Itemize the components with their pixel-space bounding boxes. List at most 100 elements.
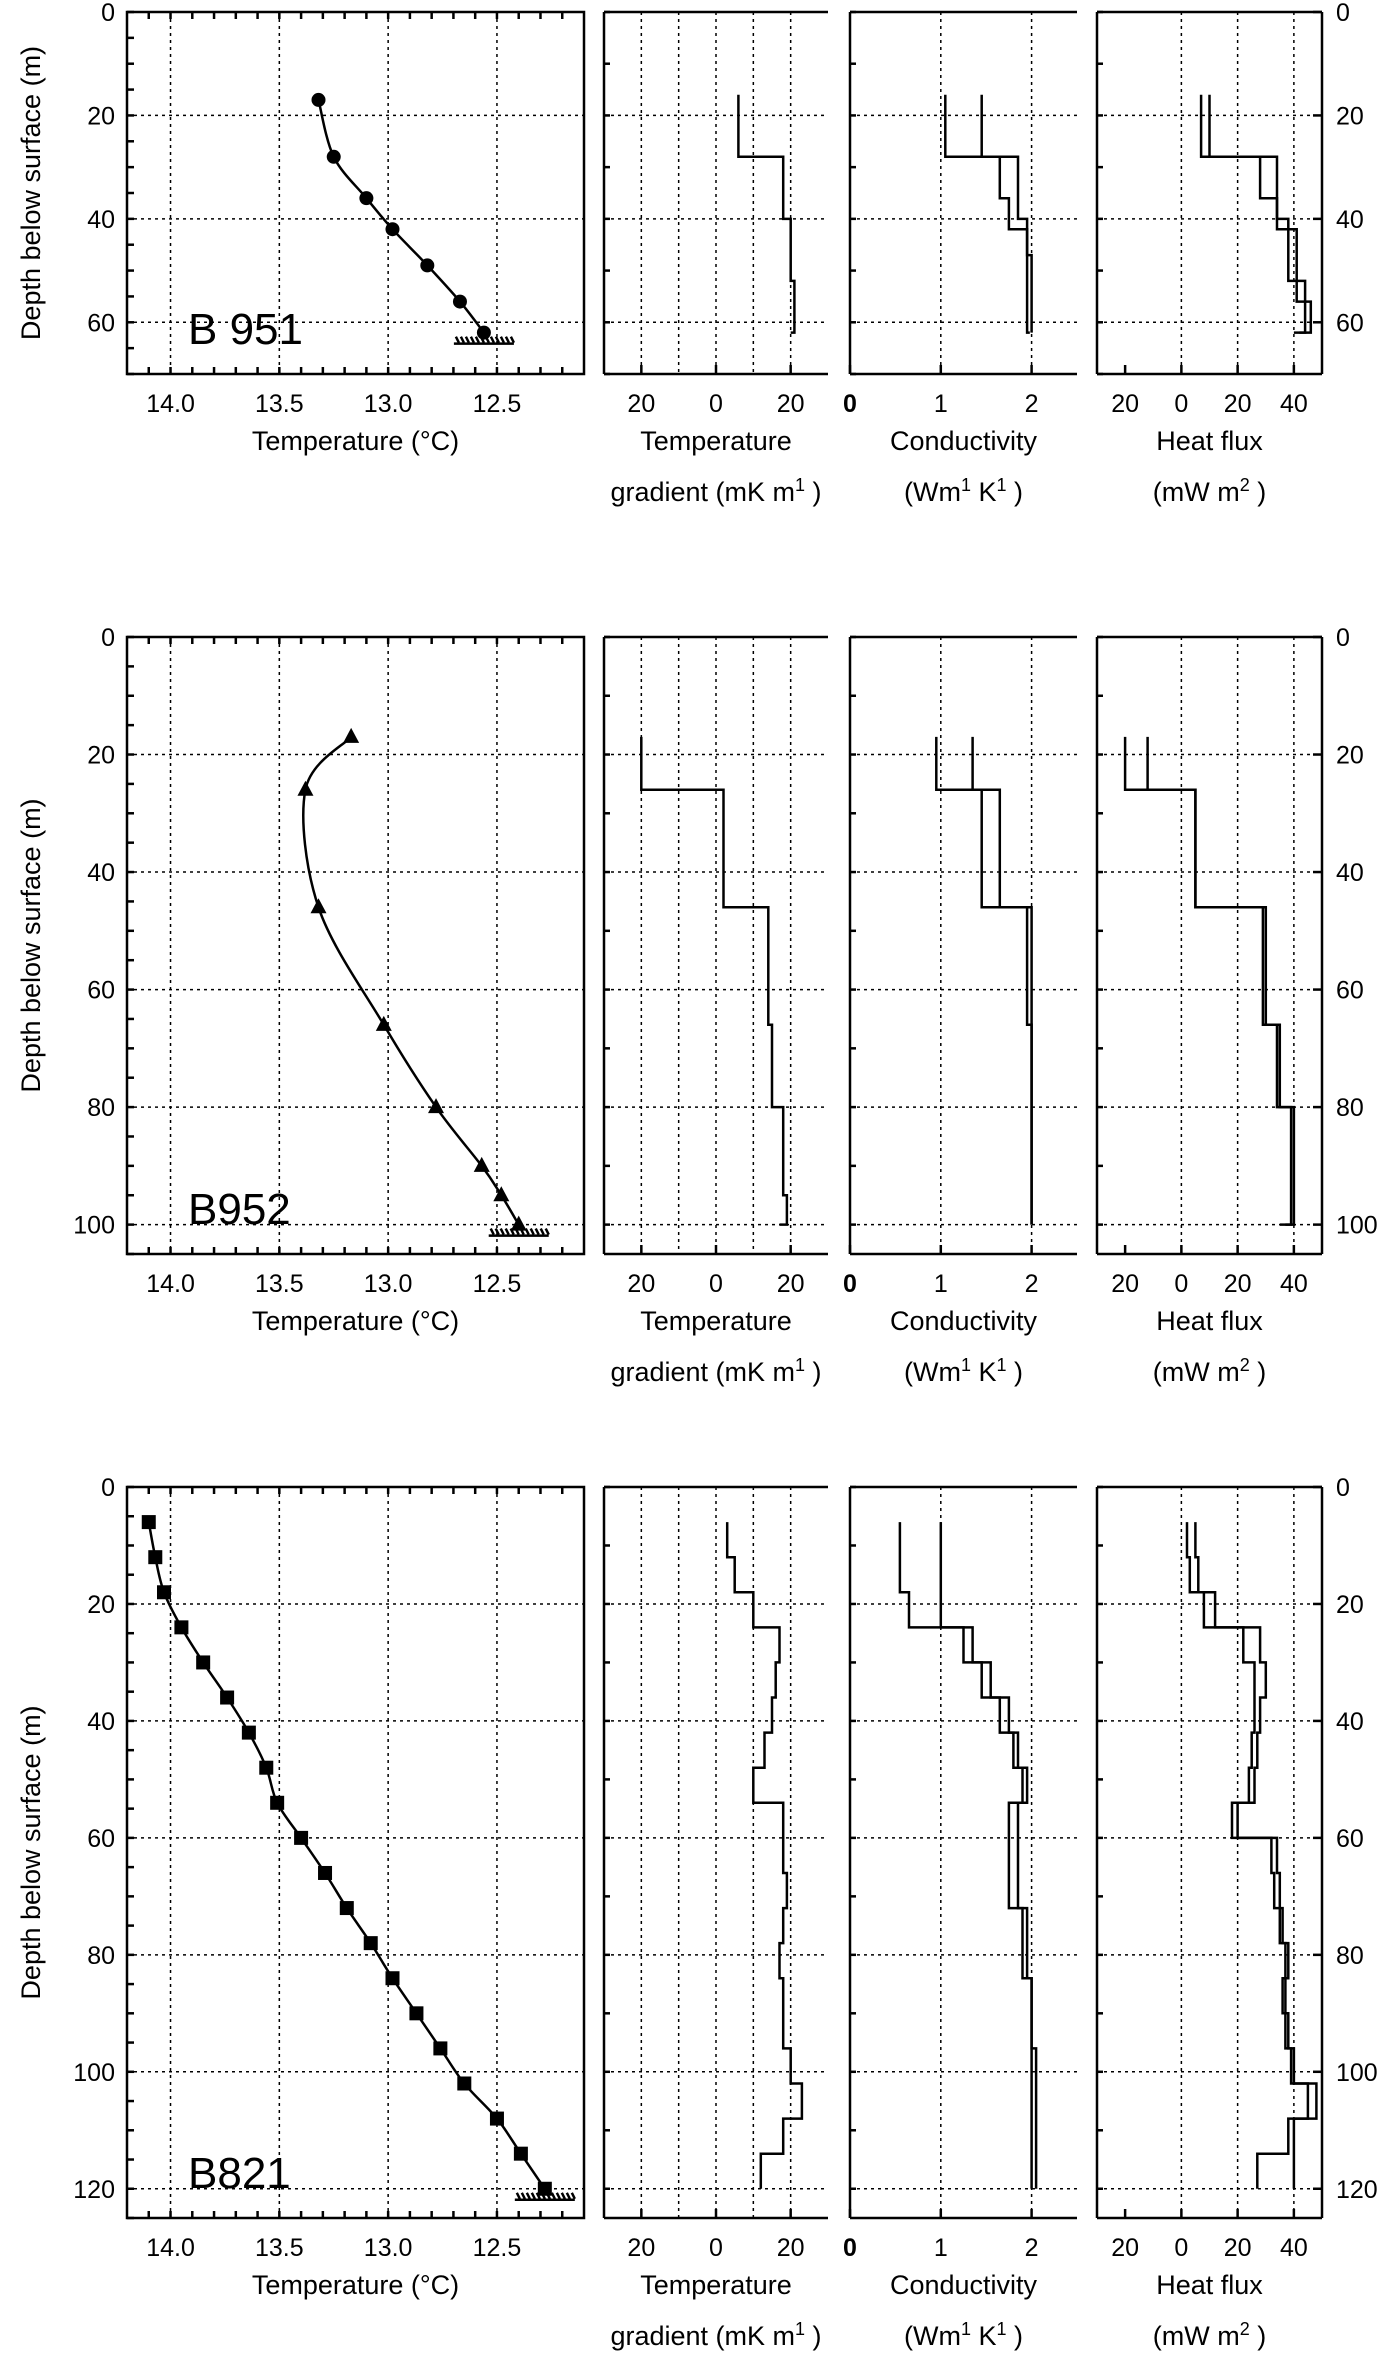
data-point-square [385, 1971, 400, 1986]
heat-flux-tick-label: 20 [1224, 390, 1252, 418]
conductivity-units-label: (Wm1 K1 ) [904, 475, 1023, 507]
conductivity-units-sup2: 1 [996, 2319, 1006, 2339]
water-table-hatch-stroke [524, 1228, 530, 1236]
water-table-hatch-stroke [534, 1228, 540, 1236]
water-table-hatch-stroke [544, 1228, 550, 1236]
heat-flux-series-1 [1194, 1522, 1318, 2189]
conductivity-units-label: (Wm1 K1 ) [904, 1355, 1023, 1387]
data-point-square [433, 2041, 448, 2056]
data-point-circle [476, 325, 491, 340]
data-point-triangle [375, 1015, 392, 1031]
borehole-label: B821 [188, 2149, 291, 2198]
depth-tick-label: 0 [101, 0, 115, 27]
water-table-hatch-stroke [560, 2192, 566, 2200]
depth-tick-label: 40 [87, 206, 115, 234]
data-point-square [513, 2146, 528, 2161]
gradient-axis-label: Temperature [640, 2270, 792, 2300]
data-point-square [241, 1725, 256, 1740]
data-point-triangle [510, 1215, 527, 1231]
gradient-panel: 20 0 20 Temperature gradient (mK m1 ) [602, 1485, 828, 2351]
depth-axis-label: Depth below surface (m) [16, 798, 46, 1092]
heat-flux-units-close: ) [1250, 1357, 1267, 1387]
conductivity-tick-label: 2 [1025, 390, 1039, 418]
depth-tick-label: 0 [101, 624, 115, 652]
temperature-tick-label: 12.5 [473, 1270, 522, 1298]
depth-tick-label-right: 80 [1336, 1942, 1364, 1970]
conductivity-tick-label: 0 [843, 390, 857, 418]
data-point-triangle [310, 898, 327, 914]
gradient-tick-label: 20 [777, 2234, 805, 2262]
depth-tick-label-right: 100 [1336, 2059, 1378, 2087]
depth-tick-label: 120 [73, 2176, 115, 2204]
water-table-hatch-stroke [454, 336, 461, 344]
water-table-hatch [514, 2192, 576, 2202]
data-point-square [294, 1830, 309, 1845]
heat-flux-axis-label: Heat flux [1156, 1306, 1263, 1336]
heat-flux-units-close: ) [1250, 477, 1267, 507]
temperature-tick-label: 13.5 [255, 2234, 304, 2262]
temperature-panel: 14.0 13.5 13.0 12.5 Temperature (°C) 0 20 40 60 D… [16, 0, 586, 456]
water-table-hatch [453, 336, 516, 345]
heat-flux-tick-label: 40 [1280, 390, 1308, 418]
depth-tick-label-right: 60 [1336, 1825, 1364, 1853]
depth-tick-label-right: 120 [1336, 2176, 1378, 2204]
borehole-label: B952 [188, 1185, 291, 1234]
temperature-tick-label: 13.0 [364, 2234, 413, 2262]
conductivity-tick-label: 2 [1025, 1270, 1039, 1298]
gradient-tick-label: 0 [709, 390, 723, 418]
depth-tick-label-right: 80 [1336, 1094, 1364, 1122]
depth-tick-label-right: 40 [1336, 1708, 1364, 1736]
data-point-square [457, 2076, 472, 2091]
gradient-series-0 [640, 736, 789, 1226]
data-point-triangle [473, 1156, 490, 1172]
water-table-hatch-stroke [570, 2192, 576, 2200]
water-table-hatch-stroke [499, 1228, 505, 1236]
conductivity-series-0 [898, 1522, 1038, 2189]
conductivity-units-label: (Wm1 K1 ) [904, 2319, 1023, 2351]
heat-flux-axis-label: Heat flux [1156, 426, 1263, 456]
depth-tick-label-right: 40 [1336, 206, 1364, 234]
data-point-circle [326, 149, 341, 164]
borehole-label: B 951 [188, 305, 303, 354]
gradient-units-close: ) [805, 1357, 822, 1387]
data-point-square [409, 2006, 424, 2021]
depth-tick-label-right: 60 [1336, 977, 1364, 1005]
heat-flux-tick-label: 40 [1280, 1270, 1308, 1298]
conductivity-units-mid: K [971, 1357, 997, 1387]
heat-flux-tick-label: 40 [1280, 2234, 1308, 2262]
water-table-hatch-stroke [520, 2192, 526, 2200]
gradient-series-0 [737, 94, 796, 334]
temperature-profile-line [147, 1521, 546, 2190]
data-point-triangle [297, 780, 314, 796]
conductivity-units-mid: K [971, 477, 997, 507]
conductivity-tick-label: 1 [934, 2234, 948, 2262]
heat-flux-panel: 20 0 20 40 Heat flux (mW m2 ) 0 20 40 60 80 100 [1095, 624, 1378, 1387]
conductivity-tick-label: 0 [843, 2234, 857, 2262]
gradient-units-label: gradient (mK m1 ) [610, 1355, 821, 1387]
gradient-tick-label: 20 [627, 2234, 655, 2262]
gradient-tick-label: 20 [627, 390, 655, 418]
depth-tick-label: 80 [87, 1942, 115, 1970]
data-point-square [339, 1901, 354, 1916]
water-table-hatch-stroke [550, 2192, 556, 2200]
heat-flux-series-1 [1208, 94, 1313, 334]
temperature-tick-label: 12.5 [473, 390, 522, 418]
conductivity-series-1 [971, 736, 1033, 1225]
water-table-hatch-stroke [509, 336, 516, 344]
water-table-hatch-stroke [539, 1228, 545, 1236]
temperature-tick-label: 12.5 [473, 2234, 522, 2262]
temperature-tick-label: 13.0 [364, 390, 413, 418]
conductivity-axis-label: Conductivity [890, 1306, 1038, 1336]
water-table-hatch-stroke [499, 336, 506, 344]
water-table-hatch-stroke [494, 336, 501, 344]
gradient-tick-label: 0 [709, 1270, 723, 1298]
conductivity-units-sup1: 1 [961, 2319, 971, 2339]
temperature-tick-label: 13.5 [255, 1270, 304, 1298]
heat-flux-units-superscript: 2 [1240, 2319, 1250, 2339]
water-table-hatch-stroke [484, 336, 491, 344]
gradient-tick-label: 20 [777, 390, 805, 418]
heat-flux-tick-label: 20 [1111, 1270, 1139, 1298]
water-table-hatch-stroke [509, 1228, 515, 1236]
